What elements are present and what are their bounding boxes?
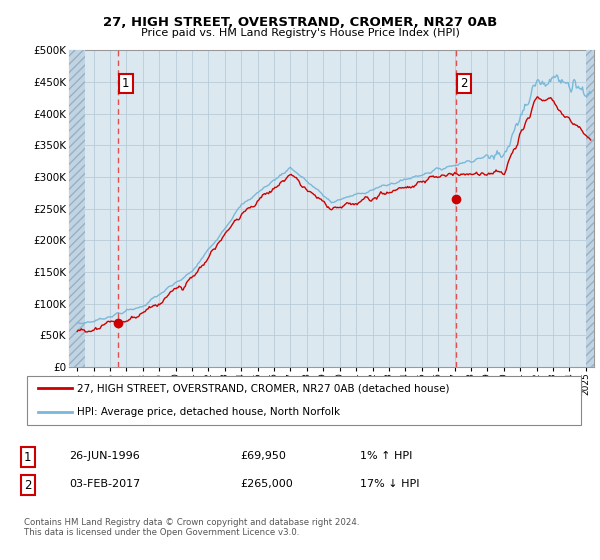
Text: 27, HIGH STREET, OVERSTRAND, CROMER, NR27 0AB (detached house): 27, HIGH STREET, OVERSTRAND, CROMER, NR2… bbox=[77, 384, 450, 394]
Text: 2: 2 bbox=[24, 479, 32, 492]
Text: £265,000: £265,000 bbox=[240, 479, 293, 489]
Text: 2: 2 bbox=[460, 77, 467, 90]
Text: £69,950: £69,950 bbox=[240, 451, 286, 461]
Text: Price paid vs. HM Land Registry's House Price Index (HPI): Price paid vs. HM Land Registry's House … bbox=[140, 28, 460, 38]
Text: 26-JUN-1996: 26-JUN-1996 bbox=[69, 451, 140, 461]
Text: 1: 1 bbox=[122, 77, 130, 90]
Text: 03-FEB-2017: 03-FEB-2017 bbox=[69, 479, 140, 489]
Bar bbox=[586, 50, 594, 367]
Text: 27, HIGH STREET, OVERSTRAND, CROMER, NR27 0AB: 27, HIGH STREET, OVERSTRAND, CROMER, NR2… bbox=[103, 16, 497, 29]
Text: 1: 1 bbox=[24, 451, 32, 464]
Text: 17% ↓ HPI: 17% ↓ HPI bbox=[360, 479, 419, 489]
Text: 1% ↑ HPI: 1% ↑ HPI bbox=[360, 451, 412, 461]
Text: Contains HM Land Registry data © Crown copyright and database right 2024.
This d: Contains HM Land Registry data © Crown c… bbox=[24, 518, 359, 538]
Bar bbox=[69, 50, 85, 367]
Text: HPI: Average price, detached house, North Norfolk: HPI: Average price, detached house, Nort… bbox=[77, 407, 340, 417]
